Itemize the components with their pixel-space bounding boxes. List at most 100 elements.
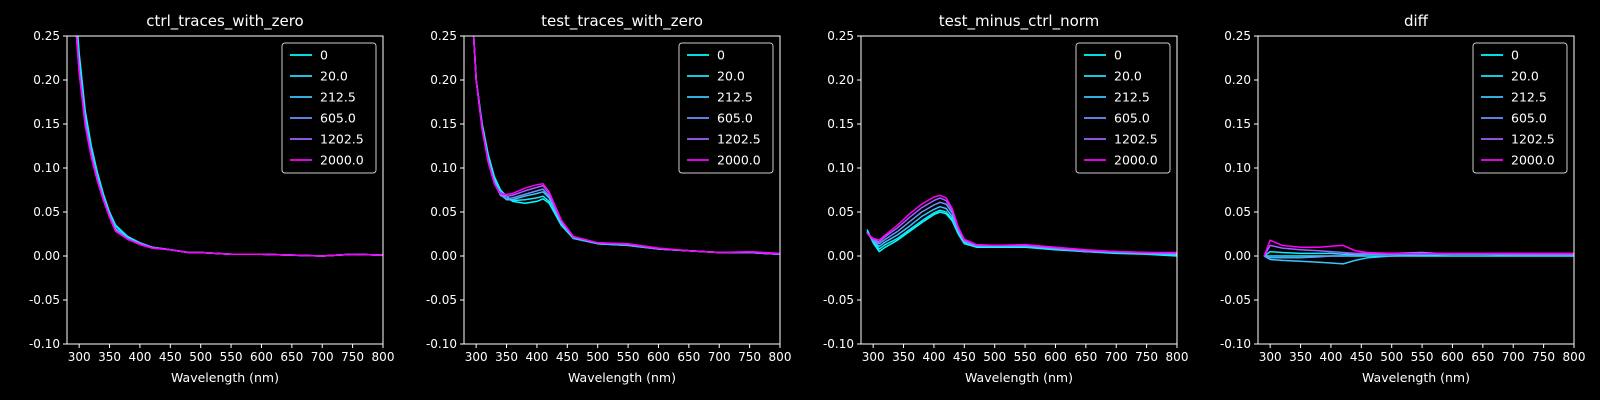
x-tick-label: 300 (1259, 350, 1282, 364)
legend-entry: 605.0 (320, 111, 356, 126)
legend: 0 20.0 212.5 605.0 1202.5 2000.0 (281, 42, 377, 174)
x-tick-label: 550 (617, 350, 640, 364)
x-axis-label: Wavelength (nm) (965, 370, 1073, 385)
x-tick-label: 350 (1289, 350, 1312, 364)
x-tick-label: 700 (708, 350, 731, 364)
plot-frame (463, 35, 781, 345)
x-tick-label: 650 (1074, 350, 1097, 364)
y-tick-label: 0.25 (827, 29, 854, 43)
legend-entry: 2000.0 (1114, 153, 1158, 168)
x-tick-label: 650 (280, 350, 303, 364)
x-tick-label: 800 (372, 350, 395, 364)
y-tick-label: -0.10 (1220, 337, 1251, 351)
y-tick-label: 0.15 (33, 117, 60, 131)
legend-entry: 1202.5 (320, 132, 364, 147)
y-tick-label: -0.05 (426, 293, 457, 307)
series-line-1202.5 (1263, 244, 1574, 257)
legend-entry: 2000.0 (320, 153, 364, 168)
series-line-2000.0 (1263, 239, 1574, 257)
x-tick-label: 500 (1380, 350, 1403, 364)
x-tick-label: 400 (922, 350, 945, 364)
plot-frame (66, 35, 384, 345)
legend-entry: 1202.5 (1114, 132, 1158, 147)
y-tick-label: 0.10 (430, 161, 457, 175)
legend-entry: 2000.0 (1511, 153, 1555, 168)
y-tick-label: 0.05 (827, 205, 854, 219)
series-lines (75, 36, 383, 257)
x-tick-label: 550 (220, 350, 243, 364)
x-tick-label: 650 (677, 350, 700, 364)
legend-entry: 0 (320, 48, 328, 63)
x-tick-label: 600 (1044, 350, 1067, 364)
x-tick-label: 400 (525, 350, 548, 364)
y-tick-label: 0.15 (430, 117, 457, 131)
legend-entry: 1202.5 (717, 132, 761, 147)
legend: 0 20.0 212.5 605.0 1202.5 2000.0 (1472, 42, 1568, 174)
x-tick-label: 700 (1105, 350, 1128, 364)
y-tick-label: -0.05 (823, 293, 854, 307)
x-tick-label: 600 (1441, 350, 1464, 364)
x-tick-label: 500 (189, 350, 212, 364)
x-tick-label: 500 (983, 350, 1006, 364)
chart-title: ctrl_traces_with_zero (146, 12, 303, 31)
y-tick-label: 0.25 (33, 29, 60, 43)
y-tick-label: -0.05 (1220, 293, 1251, 307)
legend-entry: 2000.0 (717, 153, 761, 168)
x-tick-label: 300 (862, 350, 885, 364)
x-tick-label: 750 (1532, 350, 1555, 364)
legend-entry: 20.0 (1511, 69, 1539, 84)
y-tick-label: 0.10 (1224, 161, 1251, 175)
x-tick-label: 400 (1319, 350, 1342, 364)
series-lines (1263, 239, 1574, 265)
y-tick-label: 0.05 (430, 205, 457, 219)
x-axis-label: Wavelength (nm) (171, 370, 279, 385)
legend-entry: 20.0 (1114, 69, 1142, 84)
x-tick-label: 450 (159, 350, 182, 364)
chart-panel-4: diff 300 350 400 450 500 550 600 650 700 750 800 -0.… (1220, 12, 1586, 385)
x-tick-label: 350 (98, 350, 121, 364)
x-tick-label: 800 (769, 350, 792, 364)
y-tick-label: -0.10 (823, 337, 854, 351)
legend-entry: 212.5 (1114, 90, 1150, 105)
y-tick-label: -0.10 (426, 337, 457, 351)
series-line-2000.0 (472, 36, 780, 255)
x-tick-label: 550 (1411, 350, 1434, 364)
legend-entry: 20.0 (320, 69, 348, 84)
y-tick-label: 0.25 (1224, 29, 1251, 43)
legend-entry: 0 (1114, 48, 1122, 63)
legend-entry: 212.5 (320, 90, 356, 105)
y-tick-label: 0.20 (430, 73, 457, 87)
y-tick-label: 0.05 (1224, 205, 1251, 219)
y-tick-label: 0.20 (33, 73, 60, 87)
y-tick-label: 0.10 (827, 161, 854, 175)
legend: 0 20.0 212.5 605.0 1202.5 2000.0 (678, 42, 774, 174)
chart-title: diff (1404, 12, 1429, 30)
plot-frame (860, 35, 1178, 345)
legend: 0 20.0 212.5 605.0 1202.5 2000.0 (1075, 42, 1171, 174)
x-tick-label: 600 (647, 350, 670, 364)
y-tick-label: 0.00 (430, 249, 457, 263)
chart-title: test_traces_with_zero (541, 12, 703, 31)
x-tick-label: 450 (1350, 350, 1373, 364)
chart-panel-2: test_traces_with_zero 300 350 400 450 500 550 6… (426, 12, 792, 385)
legend-entry: 605.0 (1114, 111, 1150, 126)
chart-panel-3: test_minus_ctrl_norm 300 350 400 450 500 550 60… (823, 12, 1189, 385)
chart-panel-1: ctrl_traces_with_zero 300 350 400 450 500 550 6… (29, 12, 395, 385)
y-tick-label: 0.00 (827, 249, 854, 263)
x-tick-label: 700 (311, 350, 334, 364)
y-tick-label: 0.15 (827, 117, 854, 131)
x-tick-label: 800 (1563, 350, 1586, 364)
legend-entry: 212.5 (717, 90, 753, 105)
legend-entry: 605.0 (1511, 111, 1547, 126)
x-tick-label: 800 (1166, 350, 1189, 364)
series-lines (866, 194, 1177, 257)
x-axis-label: Wavelength (nm) (568, 370, 676, 385)
x-axis-label: Wavelength (nm) (1362, 370, 1470, 385)
x-tick-label: 350 (892, 350, 915, 364)
y-tick-label: 0.15 (1224, 117, 1251, 131)
x-tick-label: 450 (953, 350, 976, 364)
legend-entry: 212.5 (1511, 90, 1547, 105)
x-tick-label: 750 (341, 350, 364, 364)
legend-entry: 0 (717, 48, 725, 63)
y-tick-label: 0.25 (430, 29, 457, 43)
